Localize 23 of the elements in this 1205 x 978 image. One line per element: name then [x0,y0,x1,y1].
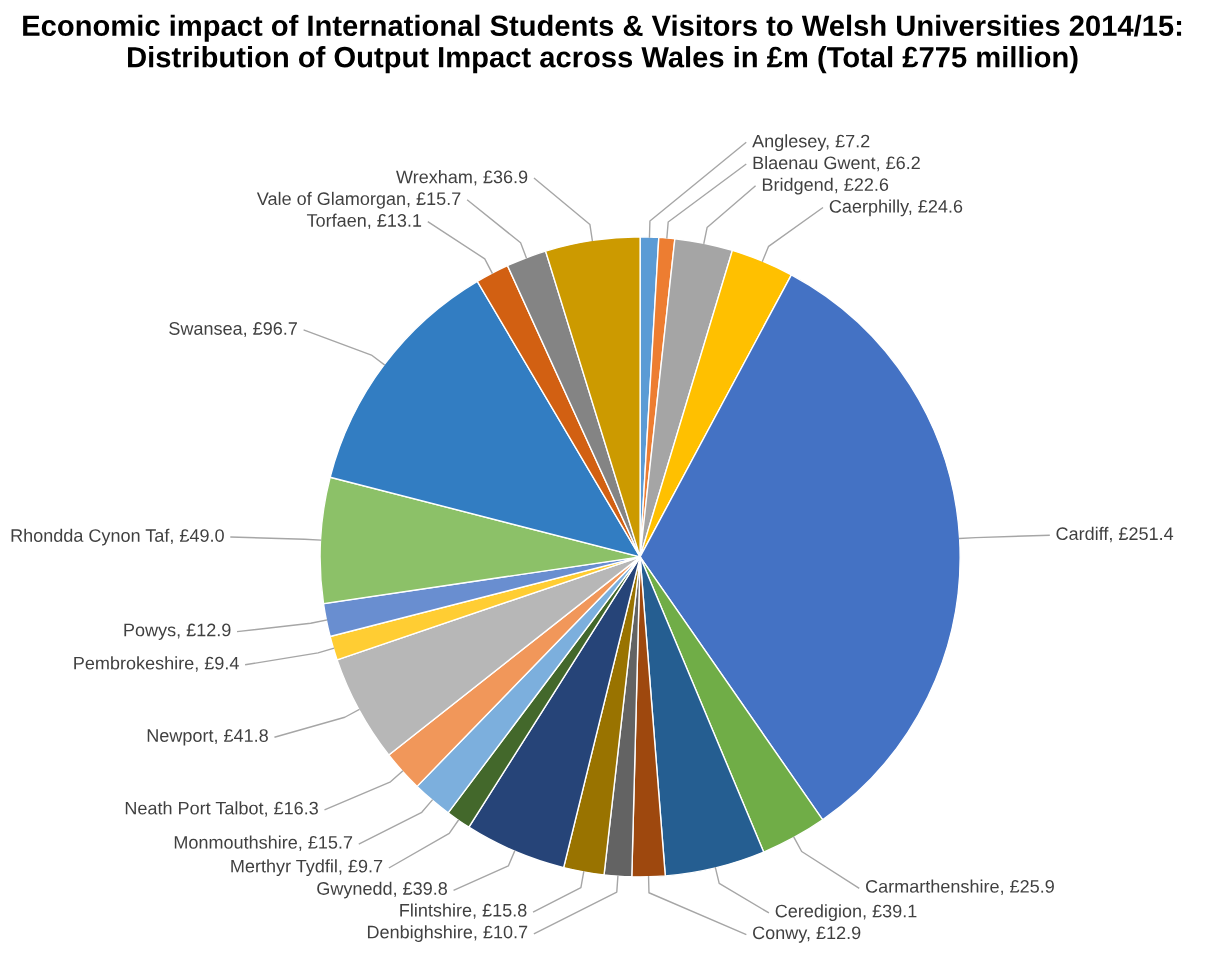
slice-label: Denbighshire, £10.7 [367,925,528,942]
slice-label: Torfaen, £13.1 [306,213,422,229]
slice-label: Gwynedd, £39.8 [317,881,447,899]
slice-label: Flintshire, £15.8 [400,903,527,919]
slice-label: Pembrokeshire, £9.4 [74,656,239,672]
slice-label: Newport, £41.8 [147,729,268,746]
slice-label: Vale of Glamorgan, £15.7 [256,191,461,209]
slice-label: Rhondda Cynon Taf, £49.0 [11,528,224,546]
chart-title: Economic impact of International Students & Visitors to Welsh Universities 2014/15: Distribution of Output Impact across Wales in £m (Total £775 million) [23,14,1182,74]
slice-label: Carmarthenshire, £25.9 [866,879,1054,895]
slice-label: Bridgend, £22.6 [762,177,889,195]
slice-label: Anglesey, £7.2 [752,134,870,152]
slice-label: Blaenau Gwent, £6.2 [753,155,920,172]
slice-label: Powys, £12.9 [124,623,231,640]
slice-label: Swansea, £96.7 [169,322,297,338]
slice-label: Monmouthshire, £15.7 [174,835,353,851]
slice-label: Caerphilly, £24.6 [829,199,963,217]
slice-label: Neath Port Talbot, £16.3 [125,801,318,817]
slice-label: Ceredigion, £39.1 [775,904,917,921]
slice-label: Merthyr Tydfil, £9.7 [231,859,383,877]
slice-label: Conwy, £12.9 [753,926,861,943]
slice-label: Cardiff, £251.4 [1056,526,1174,543]
slice-label: Wrexham, £36.9 [396,170,528,186]
